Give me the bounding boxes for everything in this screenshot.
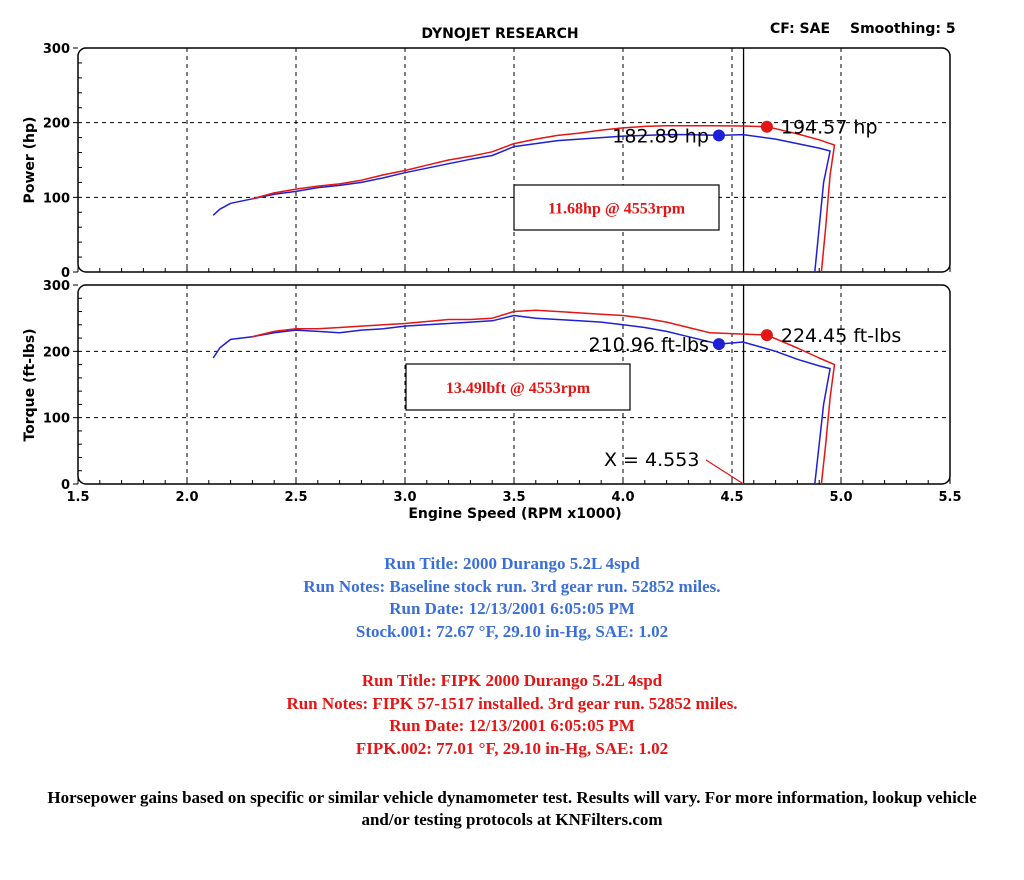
y-tick-label: 100 [43,191,70,206]
x-tick-label: 5.5 [938,490,961,505]
gain-label: 11.68hp @ 4553rpm [548,201,686,218]
modified-run-date: Run Date: 12/13/2001 6:05:05 PM [389,716,635,735]
x-tick-label: 3.0 [393,490,416,505]
smoothing-label: Smoothing: 5 [850,21,956,37]
x-axis-title: Engine Speed (RPM x1000) [408,506,621,522]
y-tick-label: 0 [61,478,70,493]
x-tick-label: 4.5 [720,490,743,505]
gain-label: 13.49lbft @ 4553rpm [446,380,591,397]
modified-line [252,309,836,485]
baseline-run-conditions: Stock.001: 72.67 °F, 29.10 in-Hg, SAE: 1… [355,621,669,641]
baseline-line [212,314,831,485]
modified-run-notes: Run Title: FIPK 2000 Durango 5.2L 4spd R… [0,670,1024,760]
baseline-run-date: Run Date: 12/13/2001 6:05:05 PM [389,599,635,618]
modified-run-conditions: FIPK.002: 77.01 °F, 29.10 in-Hg, SAE: 1.… [355,738,669,758]
y-axis-title: Power (hp) [22,117,38,204]
y-tick-label: 200 [43,117,70,132]
baseline-run-notes-line: Run Notes: Baseline stock run. 3rd gear … [303,576,721,596]
y-tick-label: 200 [43,345,70,360]
baseline-peak-marker [712,129,725,142]
modified-run-notes-line: Run Notes: FIPK 57-1517 installed. 3rd g… [286,693,738,713]
modified-line [252,124,836,273]
y-tick-label: 300 [43,42,70,57]
x-tick-label: 5.0 [829,490,852,505]
modified-peak-marker [760,329,773,342]
gain-box [405,363,631,411]
modified-peak-marker [760,120,773,133]
x-tick-label: 2.5 [284,490,307,505]
disclaimer: Horsepower gains based on specific or si… [47,788,977,829]
cf-label: CF: SAE [770,21,830,37]
baseline-run-title: Run Title: 2000 Durango 5.2L 4spd [384,554,640,573]
baseline-run-notes: Run Title: 2000 Durango 5.2L 4spd Run No… [0,553,1024,643]
modified-peak-label: 194.57 hp [781,117,878,139]
baseline-line [212,133,831,273]
x-tick-label: 1.5 [66,490,89,505]
x-tick-label: 4.0 [611,490,634,505]
x-tick-label: 3.5 [502,490,525,505]
baseline-peak-label: 210.96 ft-lbs [588,334,708,356]
dyno-chart: DYNOJET RESEARCH CF: SAE Smoothing: 5 01… [22,21,962,522]
gain-box [513,184,720,231]
baseline-peak-label: 182.89 hp [612,125,709,147]
x-tick-label: 2.0 [175,490,198,505]
y-axis-title: Torque (ft-lbs) [22,328,38,441]
torque-panel: 0 100 200 300 Torque (ft-lbs) 1.5 2.0 2.5 3.0 3.5… [22,279,962,522]
cursor-readout: X = 4.553 [604,449,699,471]
chart-title: DYNOJET RESEARCH [421,26,578,42]
baseline-peak-marker [712,338,725,351]
y-tick-label: 300 [43,279,70,294]
modified-peak-label: 224.45 ft-lbs [781,325,901,347]
y-tick-label: 100 [43,412,70,427]
power-panel: 0 100 200 300 Power (hp) 182.89 hp 194.57 hp 11… [22,42,951,281]
modified-run-title: Run Title: FIPK 2000 Durango 5.2L 4spd [361,671,663,690]
y-tick-label: 0 [61,266,70,281]
cursor-leader [705,459,744,485]
